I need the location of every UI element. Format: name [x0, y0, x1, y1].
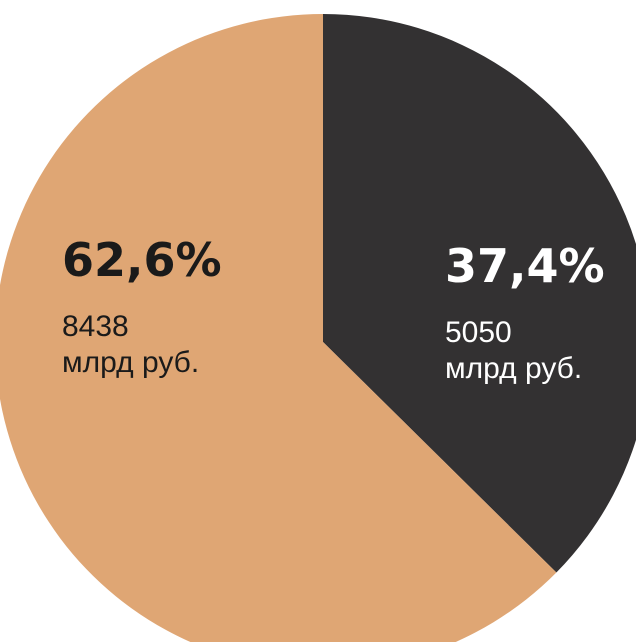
slice-tan-unit-label: млрд руб.: [62, 346, 199, 379]
slices-layer: [0, 14, 636, 642]
slice-dark-amount-label: 5050: [445, 316, 512, 349]
labels-layer: 37,4% 5050 млрд руб. 62,6% 8438 млрд руб…: [62, 233, 605, 385]
slice-dark-unit-label: млрд руб.: [445, 352, 582, 385]
pie-slice-dark: [323, 14, 636, 573]
slice-dark-percent-label: 37,4%: [445, 239, 605, 293]
slice-tan-amount-label: 8438: [62, 310, 129, 343]
pie-slice-tan: [0, 14, 557, 642]
slice-tan-percent-label: 62,6%: [62, 233, 222, 287]
